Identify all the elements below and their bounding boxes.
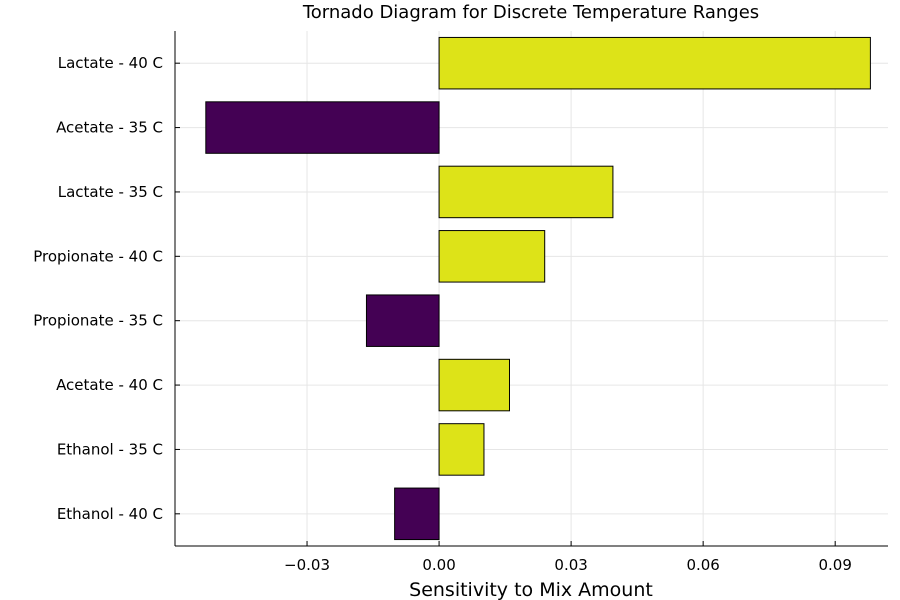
x-tick-label: 0.09 bbox=[818, 556, 851, 574]
y-tick-label: Lactate - 35 C bbox=[58, 183, 163, 201]
bar bbox=[438, 423, 485, 476]
y-tick-label: Acetate - 40 C bbox=[56, 376, 163, 394]
bar bbox=[438, 358, 510, 412]
x-axis-label: Sensitivity to Mix Amount bbox=[409, 579, 653, 600]
bar bbox=[438, 230, 546, 283]
y-tick-label: Ethanol - 40 C bbox=[57, 505, 163, 523]
bar bbox=[365, 294, 440, 347]
y-tick-label: Lactate - 40 C bbox=[58, 54, 163, 72]
tick-labels: −0.03 0.00 0.03 0.06 0.09 Lactate - 40 C Aceta… bbox=[33, 54, 852, 574]
x-tick-label: 0.00 bbox=[422, 556, 455, 574]
bar bbox=[438, 36, 871, 90]
axes bbox=[174, 31, 888, 547]
y-tick-label: Propionate - 35 C bbox=[33, 312, 163, 330]
bar bbox=[438, 165, 614, 219]
y-tick-label: Propionate - 40 C bbox=[33, 247, 163, 265]
bars bbox=[205, 36, 871, 541]
y-tick-label: Acetate - 35 C bbox=[56, 119, 163, 137]
x-tick-label: 0.06 bbox=[686, 556, 719, 574]
bar bbox=[205, 101, 440, 154]
x-tick-label: −0.03 bbox=[284, 556, 330, 574]
x-tick-label: 0.03 bbox=[554, 556, 587, 574]
bar bbox=[394, 487, 440, 541]
chart-title: Tornado Diagram for Discrete Temperature… bbox=[302, 2, 759, 23]
y-tick-label: Ethanol - 35 C bbox=[57, 440, 163, 458]
